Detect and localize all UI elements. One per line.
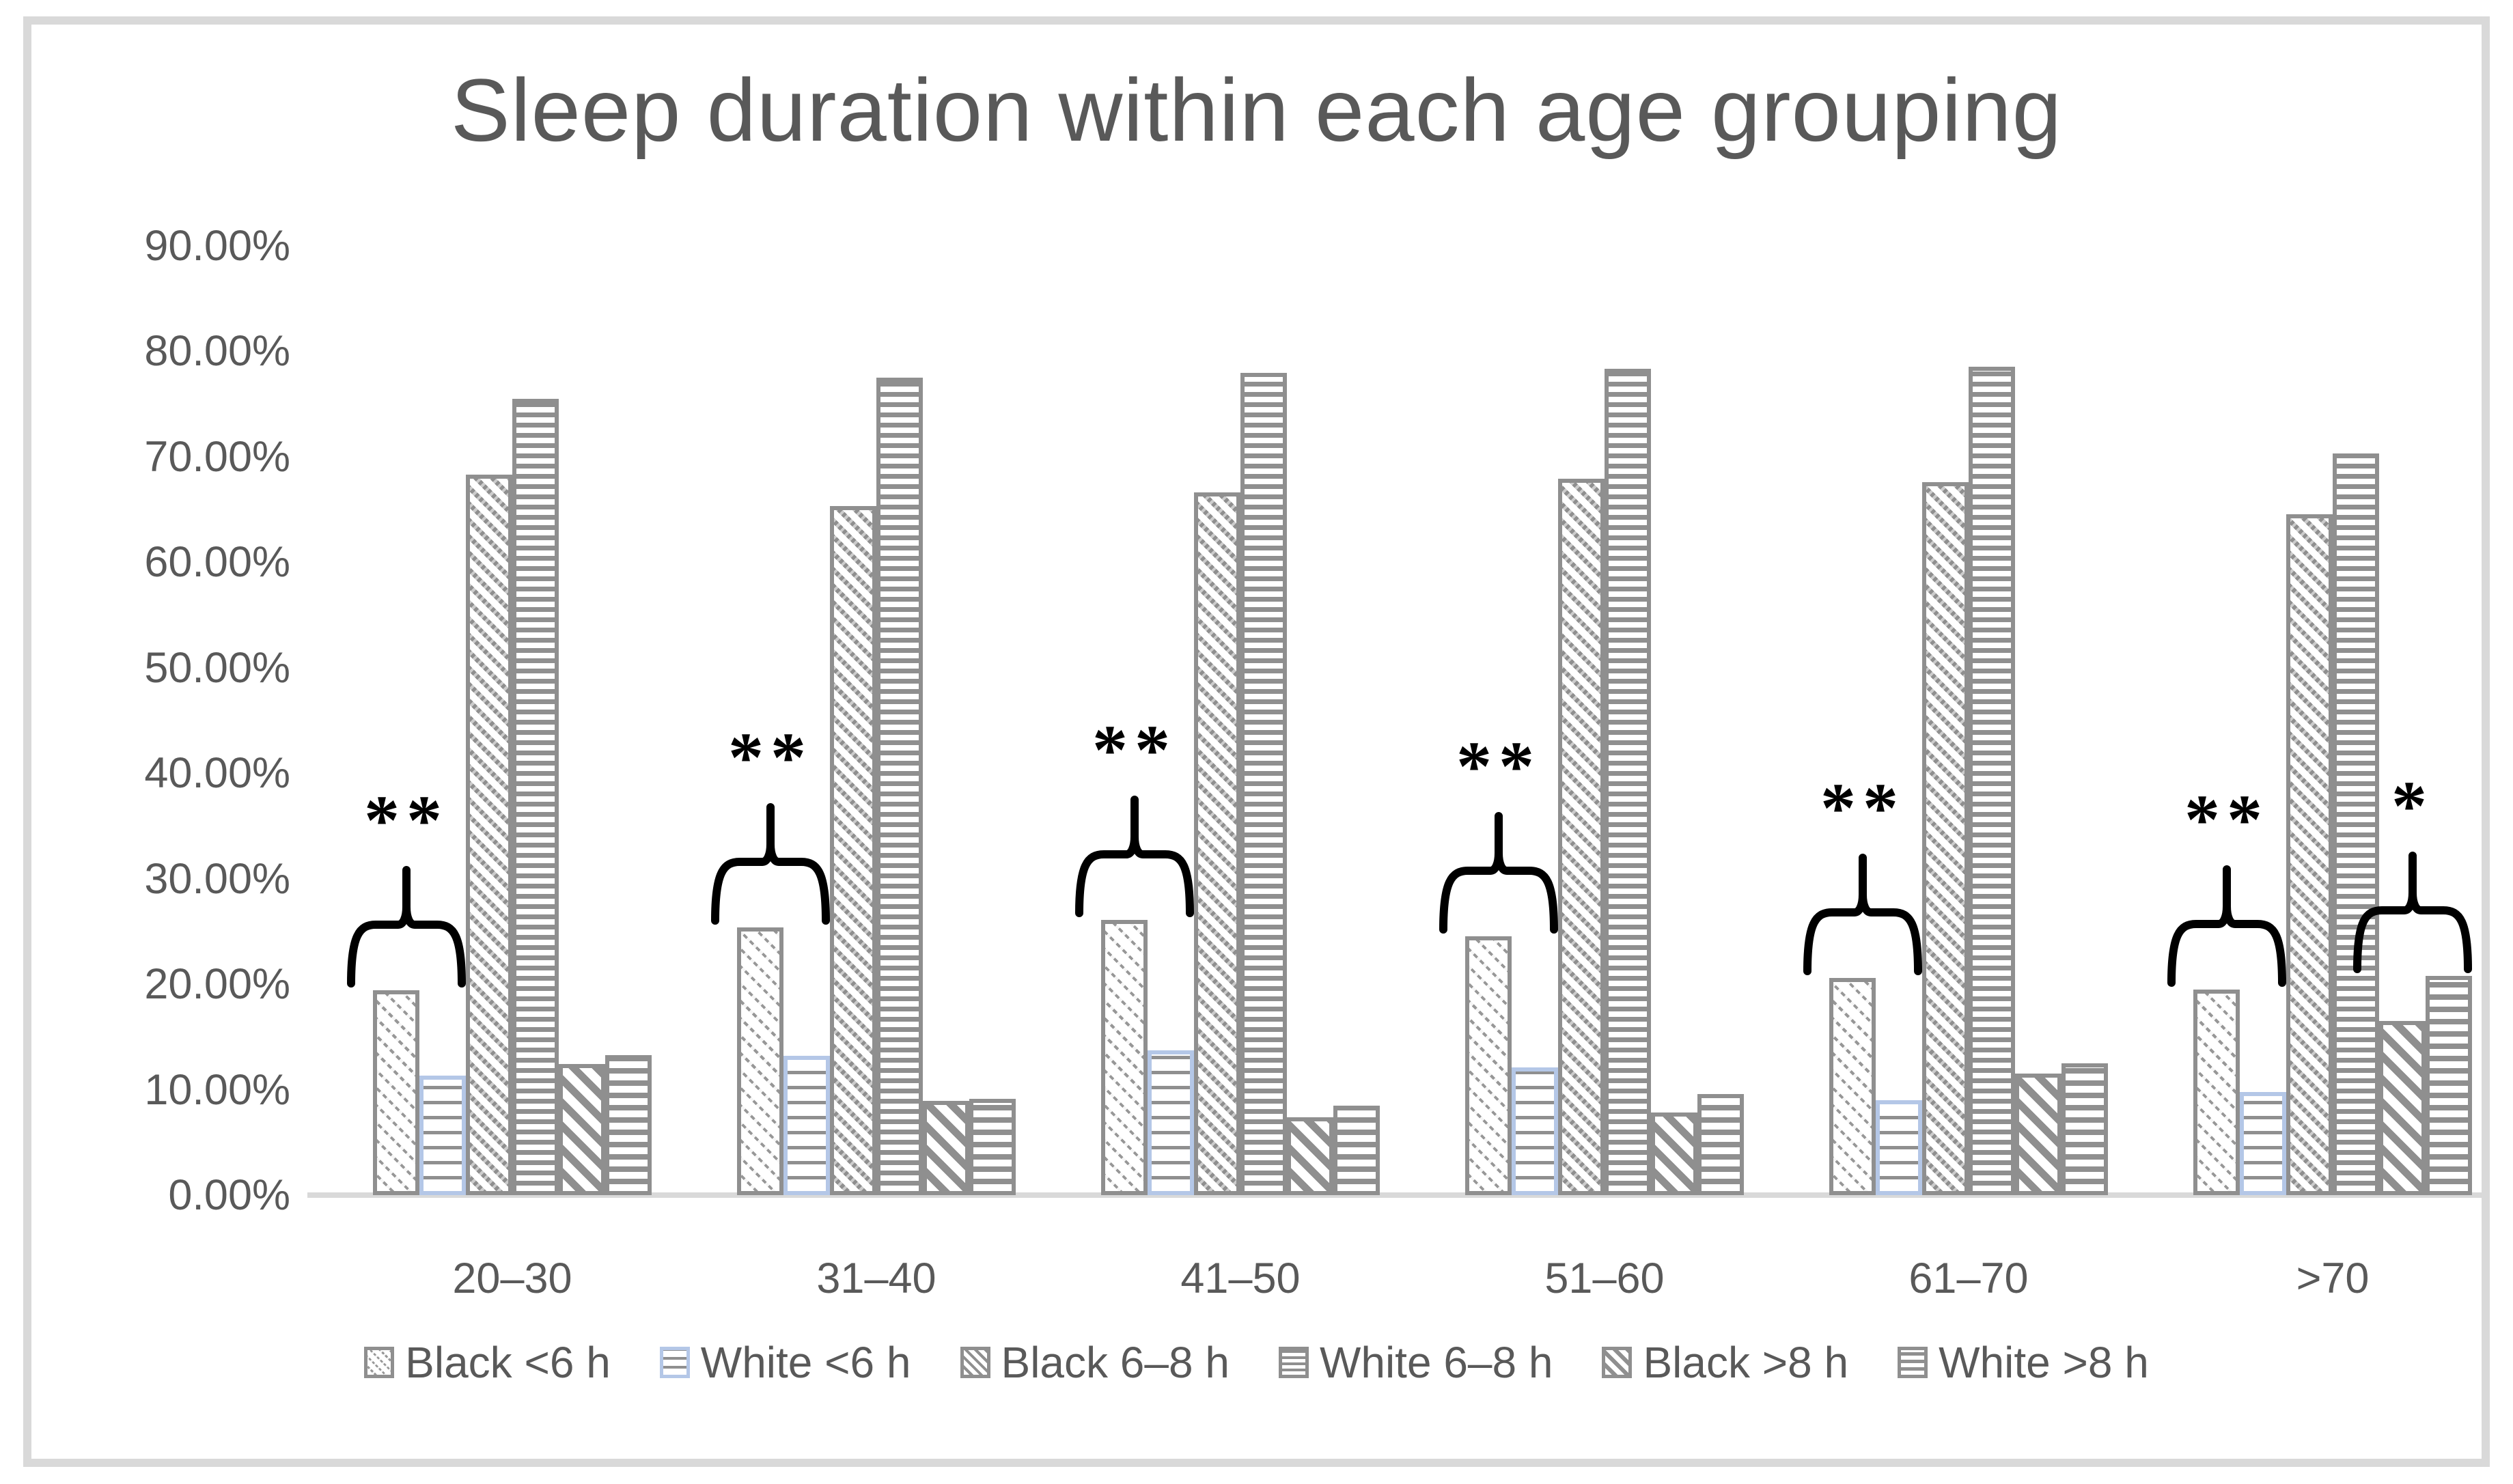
bar-white-6-h-31-40	[783, 1056, 830, 1195]
bar-white-6-8-h-20-30	[512, 398, 559, 1195]
significance-brace	[347, 866, 466, 988]
legend-item: White <6 h	[659, 1337, 911, 1388]
legend-swatch-diag-medium-icon	[960, 1347, 990, 1378]
bar-black-6-8-h-41-50	[1194, 492, 1240, 1195]
y-axis-tick-label: 60.00%	[144, 538, 290, 586]
bar-white-8-h-31-40	[969, 1099, 1016, 1195]
legend-swatch-horiz-thin-blue-icon	[659, 1347, 690, 1378]
legend-swatch-diag-wide-icon	[1602, 1347, 1633, 1378]
x-axis-category-label: 31–40	[816, 1255, 936, 1302]
bar-white-6-h-20-30	[419, 1076, 466, 1195]
legend-swatch-horiz-dense-icon	[1278, 1347, 1309, 1378]
bar-black-8-h-31-40	[923, 1101, 969, 1195]
legend-label: Black <6 h	[405, 1338, 611, 1387]
significance-brace	[1803, 853, 1922, 975]
significance-brace	[1075, 795, 1194, 917]
bar-white-6-h-41-50	[1148, 1050, 1194, 1195]
significance-brace	[1439, 812, 1558, 934]
bar-black-6-h-61-70	[1829, 977, 1876, 1195]
bar-black-6-8-h--70	[2286, 514, 2333, 1195]
bar-white-6-8-h--70	[2333, 453, 2379, 1195]
significance-asterisks: *	[2391, 766, 2434, 845]
bar-white-8-h-20-30	[605, 1054, 652, 1195]
bar-white-8-h-41-50	[1333, 1105, 1380, 1195]
legend-label: White 6–8 h	[1319, 1338, 1553, 1387]
legend-label: Black >8 h	[1643, 1338, 1849, 1387]
legend-swatch-horiz-thick-icon	[1898, 1347, 1928, 1378]
x-axis-category-label: 20–30	[452, 1255, 572, 1302]
legend-item: Black <6 h	[364, 1337, 611, 1388]
legend-item: White 6–8 h	[1278, 1337, 1553, 1388]
bar-black-8-h-61-70	[2015, 1074, 2061, 1195]
legend-label: Black 6–8 h	[1001, 1338, 1230, 1387]
x-axis-category-label: 41–50	[1180, 1255, 1301, 1302]
legend-label: White >8 h	[1939, 1338, 2149, 1387]
bar-white-6-h-51-60	[1512, 1067, 1558, 1195]
x-axis-category-label: 51–60	[1544, 1255, 1665, 1302]
y-axis-tick-label: 90.00%	[144, 221, 290, 270]
bar-white-6-8-h-41-50	[1240, 373, 1287, 1195]
bar-white-8-h-61-70	[2061, 1063, 2108, 1195]
bar-black-6-h--70	[2193, 989, 2240, 1195]
bar-white-6-8-h-51-60	[1605, 369, 1651, 1195]
significance-asterisks: **	[1092, 710, 1177, 789]
bar-black-6-8-h-51-60	[1558, 478, 1605, 1195]
bar-white-6-h-61-70	[1876, 1100, 1922, 1195]
bar-white-6-8-h-61-70	[1969, 367, 2015, 1195]
significance-asterisks: **	[1820, 768, 1905, 848]
y-axis-tick-label: 40.00%	[144, 749, 290, 797]
legend: Black <6 h White <6 h Black 6–8 h White 6–8…	[0, 1337, 2513, 1388]
legend-label: White <6 h	[700, 1338, 911, 1387]
bar-black-8-h-20-30	[559, 1064, 605, 1195]
y-axis-tick-label: 80.00%	[144, 327, 290, 375]
chart-title: Sleep duration within each age grouping	[450, 60, 2062, 160]
y-axis-tick-label: 30.00%	[144, 854, 290, 903]
significance-brace	[2353, 851, 2472, 973]
bar-white-6-h--70	[2240, 1091, 2286, 1195]
bar-black-6-8-h-31-40	[830, 506, 876, 1195]
significance-asterisks: **	[1456, 727, 1541, 807]
bar-black-8-h--70	[2379, 1021, 2426, 1195]
bar-black-8-h-51-60	[1651, 1112, 1697, 1195]
significance-brace	[711, 802, 830, 925]
bar-black-8-h-41-50	[1287, 1117, 1333, 1195]
bar-black-6-8-h-20-30	[466, 474, 512, 1195]
legend-item: Black >8 h	[1602, 1337, 1848, 1388]
legend-swatch-diag-dotted-thin-icon	[364, 1347, 395, 1378]
y-axis-tick-label: 0.00%	[168, 1171, 290, 1219]
bar-black-6-h-31-40	[737, 927, 783, 1195]
bar-black-6-h-20-30	[373, 990, 419, 1195]
significance-brace	[2167, 865, 2286, 987]
y-axis-tick-label: 50.00%	[144, 643, 290, 692]
x-axis-category-label: >70	[2296, 1255, 2370, 1302]
bar-black-6-8-h-61-70	[1922, 481, 1969, 1195]
x-axis-line	[307, 1192, 2490, 1198]
y-axis-tick-label: 20.00%	[144, 960, 290, 1008]
bar-black-6-h-41-50	[1101, 919, 1148, 1195]
significance-asterisks: **	[364, 781, 449, 860]
bar-white-8-h-51-60	[1697, 1093, 1744, 1195]
y-axis-tick-label: 10.00%	[144, 1065, 290, 1114]
legend-item: Black 6–8 h	[960, 1337, 1230, 1388]
y-axis-tick-label: 70.00%	[144, 432, 290, 481]
x-axis-category-label: 61–70	[1908, 1255, 2029, 1302]
bar-black-6-h-51-60	[1465, 936, 1512, 1195]
significance-asterisks: **	[728, 718, 813, 797]
significance-asterisks: **	[2184, 780, 2269, 859]
bar-white-8-h--70	[2426, 975, 2472, 1195]
bar-white-6-8-h-31-40	[876, 377, 923, 1195]
legend-item: White >8 h	[1898, 1337, 2149, 1388]
